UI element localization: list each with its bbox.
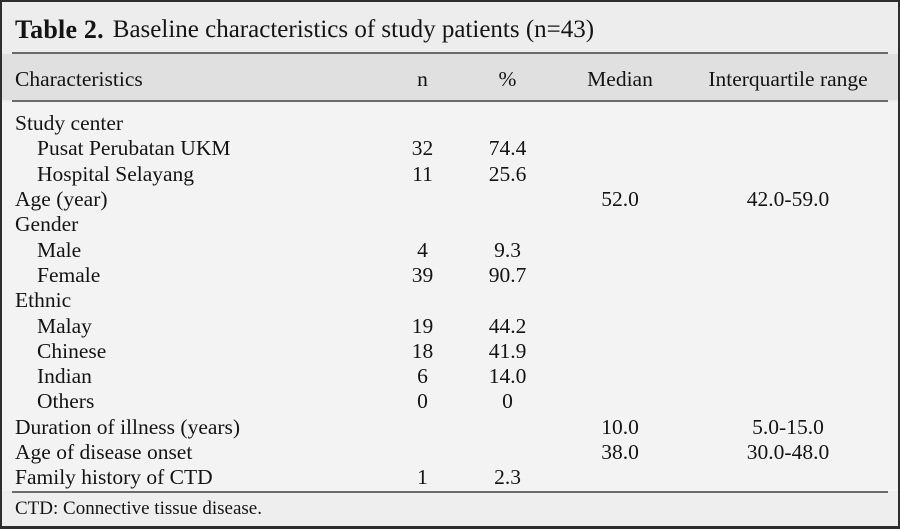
cell-median: 52.0 (601, 187, 639, 212)
cell-n: 32 (411, 136, 434, 161)
table-row: Others 0 0 (15, 389, 886, 414)
cell-percent: 0 (502, 389, 513, 414)
row-label: Study center (15, 111, 124, 136)
cell-n: 1 (417, 465, 428, 490)
footnote-text: CTD: Connective tissue disease. (15, 497, 262, 519)
cell-n: 4 (417, 237, 428, 262)
table-header-row: Characteristics n % Median Interquartile… (2, 54, 898, 100)
cell-percent: 90.7 (488, 262, 527, 287)
column-header-iqr: Interquartile range (708, 66, 868, 91)
row-label: Gender (15, 212, 79, 237)
cell-n: 0 (417, 389, 428, 414)
table-caption: Table 2. Baseline characteristics of stu… (2, 2, 898, 52)
cell-iqr: 42.0-59.0 (746, 187, 830, 212)
column-header-n: n (417, 66, 428, 91)
table-row: Female 39 90.7 (15, 263, 886, 288)
table-row: Ethnic (15, 288, 886, 313)
table-row: Duration of illness (years) 10.0 5.0-15.… (15, 415, 886, 440)
table-row: Pusat Perubatan UKM 32 74.4 (15, 136, 886, 161)
column-header-percent: % (498, 66, 517, 91)
row-label: Malay (37, 313, 92, 338)
row-label: Family history of CTD (15, 465, 213, 490)
table-row: Male 4 9.3 (15, 237, 886, 262)
row-label: Age (year) (15, 187, 108, 212)
column-header-median: Median (587, 66, 653, 91)
table-caption-text: Baseline characteristics of study patien… (112, 16, 595, 43)
row-label: Pusat Perubatan UKM (37, 136, 231, 161)
table-row: Age (year) 52.0 42.0-59.0 (15, 187, 886, 212)
cell-percent: 25.6 (488, 161, 527, 186)
table-row: Hospital Selayang 11 25.6 (15, 162, 886, 187)
cell-iqr: 5.0-15.0 (752, 414, 824, 439)
cell-percent: 41.9 (488, 338, 527, 363)
cell-n: 11 (412, 161, 433, 186)
cell-median: 10.0 (601, 414, 639, 439)
table-row: Malay 19 44.2 (15, 313, 886, 338)
table-body: Study center Pusat Perubatan UKM 32 74.4… (2, 102, 898, 491)
divider-bottom (12, 491, 888, 493)
table-footnote: CTD: Connective tissue disease. (2, 493, 898, 526)
divider-top (12, 52, 888, 54)
table-row: Gender (15, 212, 886, 237)
cell-iqr: 30.0-48.0 (746, 440, 830, 464)
cell-percent: 14.0 (488, 364, 527, 389)
cell-n: 6 (417, 364, 428, 389)
table-row: Age of disease onset 38.0 30.0-48.0 (15, 440, 886, 465)
table-row: Study center (15, 111, 886, 136)
row-label: Age of disease onset (15, 440, 193, 464)
row-label: Hospital Selayang (37, 161, 195, 186)
cell-percent: 9.3 (494, 237, 521, 262)
cell-n: 39 (411, 262, 434, 287)
table-row: Indian 6 14.0 (15, 364, 886, 389)
row-label: Others (37, 389, 95, 414)
table-row: Family history of CTD 1 2.3 (15, 465, 886, 490)
row-label: Female (37, 262, 101, 287)
row-label: Chinese (37, 338, 107, 363)
table-number: Table 2. (15, 15, 104, 44)
row-label: Indian (37, 364, 92, 389)
cell-n: 18 (411, 338, 434, 363)
divider-header (12, 100, 888, 102)
cell-median: 38.0 (601, 440, 639, 464)
column-header-characteristics: Characteristics (15, 66, 143, 91)
cell-percent: 44.2 (488, 313, 527, 338)
row-label: Ethnic (15, 288, 72, 313)
cell-percent: 74.4 (488, 136, 527, 161)
table-row: Chinese 18 41.9 (15, 339, 886, 364)
row-label: Male (37, 237, 82, 262)
row-label: Duration of illness (years) (15, 414, 241, 439)
cell-n: 19 (411, 313, 434, 338)
cell-percent: 2.3 (494, 465, 521, 490)
